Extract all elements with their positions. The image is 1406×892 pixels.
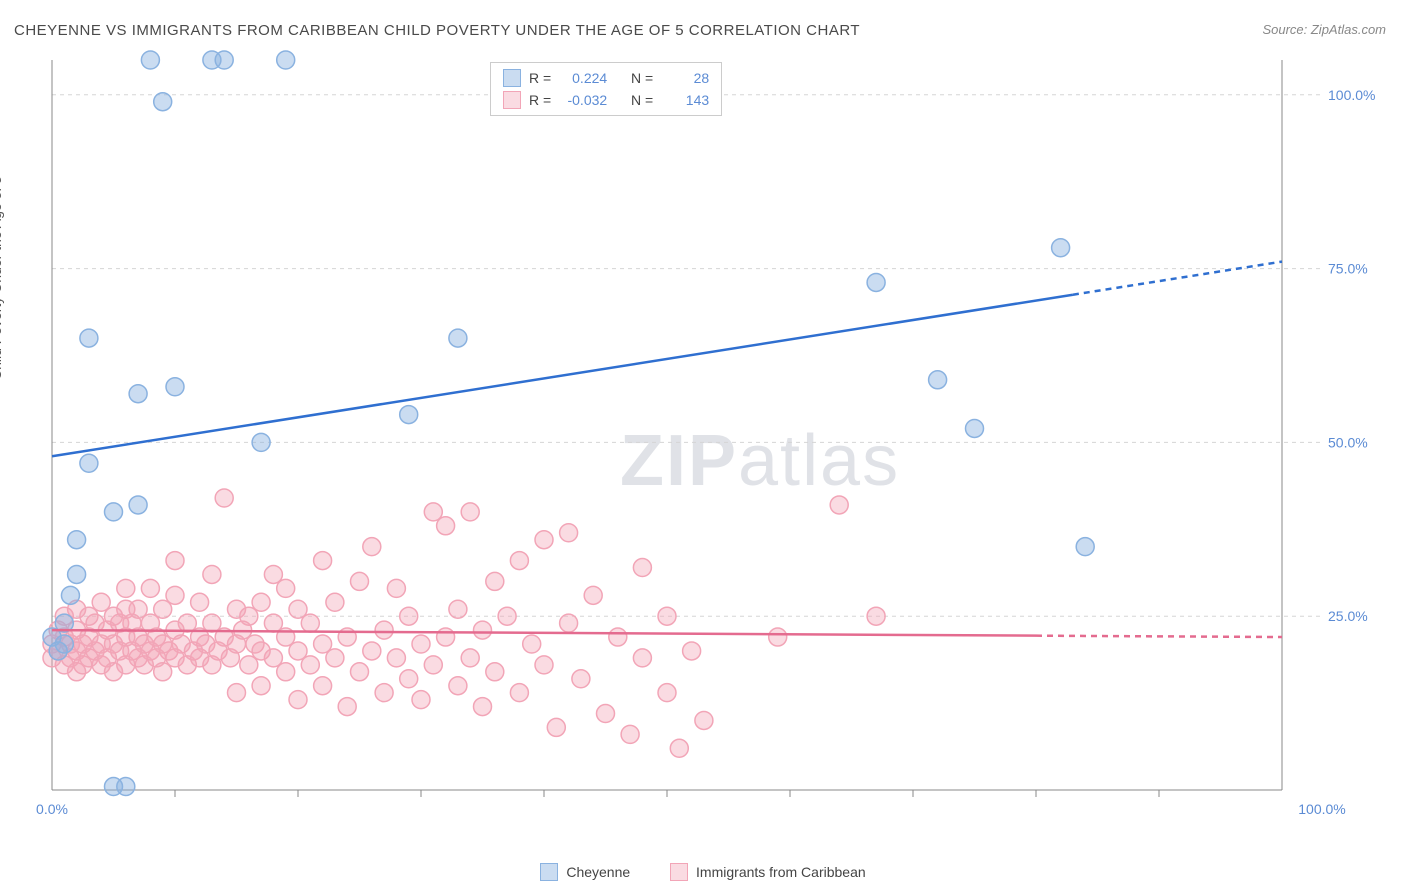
r-label: R = bbox=[529, 89, 551, 111]
swatch-caribbean bbox=[503, 91, 521, 109]
r-value-caribbean: -0.032 bbox=[559, 89, 607, 111]
swatch-cheyenne bbox=[503, 69, 521, 87]
legend-row-cheyenne: R = 0.224 N = 28 bbox=[503, 67, 709, 89]
source-attribution: Source: ZipAtlas.com bbox=[1262, 22, 1386, 37]
n-value-cheyenne: 28 bbox=[661, 67, 709, 89]
svg-text:25.0%: 25.0% bbox=[1328, 608, 1368, 624]
svg-text:100.0%: 100.0% bbox=[1298, 801, 1345, 817]
plot-area: 25.0%50.0%75.0%100.0%0.0%100.0% bbox=[52, 60, 1342, 830]
correlation-legend: R = 0.224 N = 28 R = -0.032 N = 143 bbox=[490, 62, 722, 116]
r-value-cheyenne: 0.224 bbox=[559, 67, 607, 89]
swatch-caribbean bbox=[670, 863, 688, 881]
swatch-cheyenne bbox=[540, 863, 558, 881]
scatter-chart: 25.0%50.0%75.0%100.0%0.0%100.0% bbox=[52, 60, 1342, 830]
chart-container: CHEYENNE VS IMMIGRANTS FROM CARIBBEAN CH… bbox=[0, 0, 1406, 892]
svg-text:50.0%: 50.0% bbox=[1328, 434, 1368, 450]
n-value-caribbean: 143 bbox=[661, 89, 709, 111]
y-axis-label: Child Poverty Under the Age of 5 bbox=[0, 176, 4, 380]
svg-text:75.0%: 75.0% bbox=[1328, 261, 1368, 277]
legend-item-cheyenne: Cheyenne bbox=[540, 863, 630, 881]
legend-row-caribbean: R = -0.032 N = 143 bbox=[503, 89, 709, 111]
series-label-cheyenne: Cheyenne bbox=[566, 864, 630, 880]
n-label: N = bbox=[631, 67, 653, 89]
legend-item-caribbean: Immigrants from Caribbean bbox=[670, 863, 866, 881]
chart-title: CHEYENNE VS IMMIGRANTS FROM CARIBBEAN CH… bbox=[14, 22, 860, 39]
svg-text:0.0%: 0.0% bbox=[36, 801, 68, 817]
series-label-caribbean: Immigrants from Caribbean bbox=[696, 864, 866, 880]
r-label: R = bbox=[529, 67, 551, 89]
series-legend: Cheyenne Immigrants from Caribbean bbox=[0, 863, 1406, 884]
svg-text:100.0%: 100.0% bbox=[1328, 87, 1375, 103]
n-label: N = bbox=[631, 89, 653, 111]
